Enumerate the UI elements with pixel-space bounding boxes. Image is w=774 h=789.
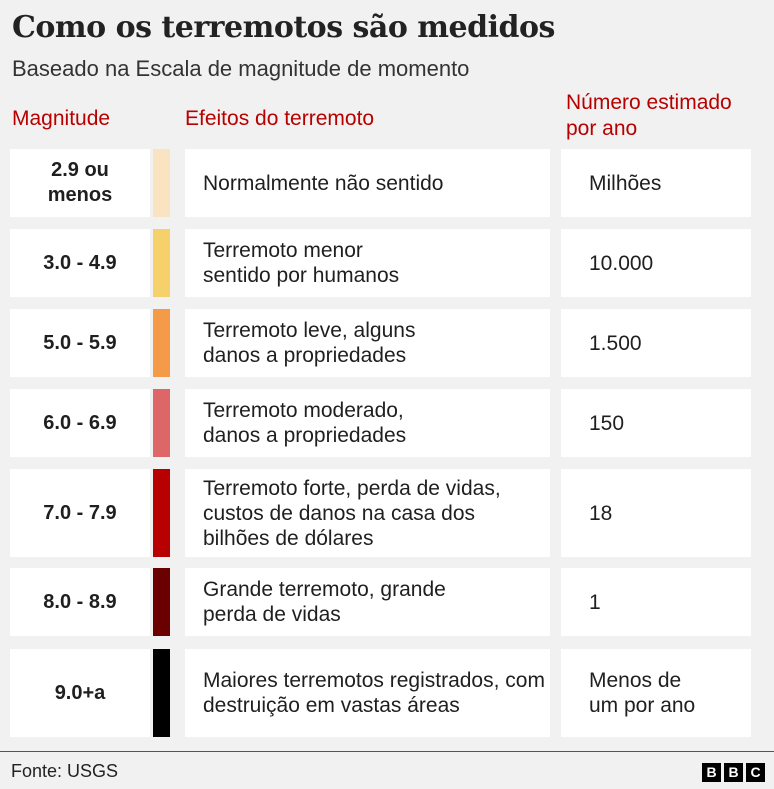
magnitude-cell: 3.0 - 4.9 <box>10 229 150 297</box>
count-cell: 18 <box>561 469 751 557</box>
bbc-logo-letter: B <box>702 763 721 782</box>
bbc-logo-letter: C <box>746 763 765 782</box>
intensity-color-swatch <box>153 309 170 377</box>
intensity-color-swatch <box>153 229 170 297</box>
chart-title: Como os terremotos são medidos <box>12 10 555 45</box>
intensity-color-swatch <box>153 149 170 217</box>
footer-divider <box>0 751 774 752</box>
chart-subtitle: Baseado na Escala de magnitude de moment… <box>12 56 470 81</box>
table-row: 3.0 - 4.9 Terremoto menor sentido por hum… <box>10 229 550 297</box>
column-header-count: Número estimado por ano <box>566 91 732 140</box>
effect-cell: Maiores terremotos registrados, com dest… <box>185 649 550 737</box>
intensity-color-swatch <box>153 568 170 636</box>
bbc-logo: B B C <box>702 763 765 782</box>
effect-cell: Terremoto leve, alguns danos a proprieda… <box>185 309 550 377</box>
magnitude-cell: 5.0 - 5.9 <box>10 309 150 377</box>
magnitude-cell: 9.0+a <box>10 649 150 737</box>
count-cell: Milhões <box>561 149 751 217</box>
table-row: 9.0+a Maiores terremotos registrados, com… <box>10 649 550 737</box>
intensity-color-swatch <box>153 649 170 737</box>
table-row: 2.9 ou menos Normalmente não sentido <box>10 149 550 217</box>
effect-cell: Terremoto moderado, danos a propriedades <box>185 389 550 457</box>
magnitude-cell: 7.0 - 7.9 <box>10 469 150 557</box>
intensity-color-swatch <box>153 469 170 557</box>
effect-cell: Grande terremoto, grande perda de vidas <box>185 568 550 636</box>
bbc-logo-letter: B <box>724 763 743 782</box>
effect-cell: Normalmente não sentido <box>185 149 550 217</box>
magnitude-cell: 8.0 - 8.9 <box>10 568 150 636</box>
column-header-effects: Efeitos do terremoto <box>185 107 375 130</box>
column-header-magnitude: Magnitude <box>12 107 111 130</box>
count-cell: 10.000 <box>561 229 751 297</box>
magnitude-cell: 6.0 - 6.9 <box>10 389 150 457</box>
count-cell: 1.500 <box>561 309 751 377</box>
intensity-color-swatch <box>153 389 170 457</box>
effect-cell: Terremoto menor sentido por humanos <box>185 229 550 297</box>
source-note: Fonte: USGS <box>11 761 119 781</box>
count-cell: Menos de um por ano <box>561 649 751 737</box>
table-row: 5.0 - 5.9 Terremoto leve, alguns danos a … <box>10 309 550 377</box>
table-row: 6.0 - 6.9 Terremoto moderado, danos a pro… <box>10 389 550 457</box>
count-cell: 1 <box>561 568 751 636</box>
count-cell: 150 <box>561 389 751 457</box>
effect-cell: Terremoto forte, perda de vidas, custos … <box>185 469 550 557</box>
magnitude-cell: 2.9 ou menos <box>10 149 150 217</box>
table-row: 8.0 - 8.9 Grande terremoto, grande perda … <box>10 568 550 636</box>
table-row: 7.0 - 7.9 Terremoto forte, perda de vidas… <box>10 469 550 557</box>
